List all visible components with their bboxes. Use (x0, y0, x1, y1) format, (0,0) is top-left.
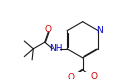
Text: O: O (91, 72, 98, 79)
Text: N: N (96, 26, 103, 35)
Text: O: O (45, 25, 52, 34)
Text: NH: NH (49, 44, 62, 53)
Text: O: O (67, 73, 75, 79)
